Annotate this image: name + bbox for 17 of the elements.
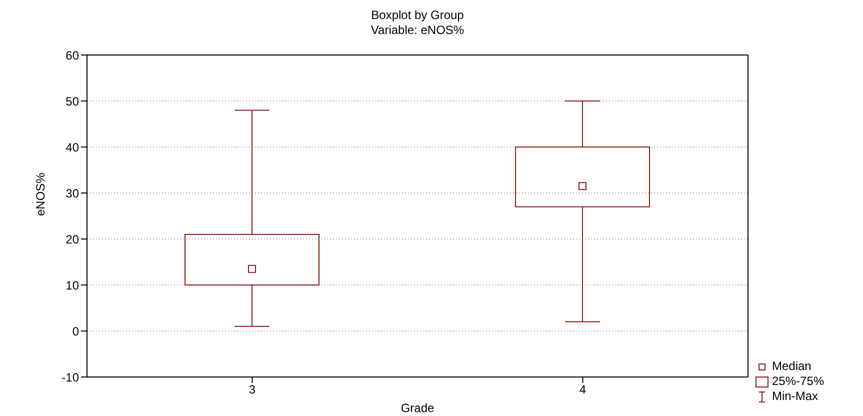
chart-title: Boxplot by Group: [370, 8, 465, 23]
y-tick-label: 10: [66, 278, 80, 292]
chart-subtitle: Variable: eNOS%: [370, 23, 466, 38]
y-tick-label: 50: [66, 94, 80, 108]
text: 25%-75%: [772, 374, 824, 389]
y-tick-label: 20: [66, 232, 80, 246]
x-tick-label: 3: [248, 382, 256, 397]
y-tick-label: 60: [66, 48, 80, 62]
y-axis-title: eNOS%: [33, 172, 48, 216]
text: Min-Max: [772, 389, 818, 404]
x-axis-title: Grade: [400, 401, 434, 415]
y-tick-label: 0: [72, 324, 80, 338]
y-tick-label: -10: [62, 370, 80, 384]
y-tick-label: 30: [66, 186, 80, 200]
text: Median: [772, 359, 812, 374]
y-tick-label: 40: [66, 140, 80, 154]
x-tick-label: 4: [579, 382, 586, 397]
